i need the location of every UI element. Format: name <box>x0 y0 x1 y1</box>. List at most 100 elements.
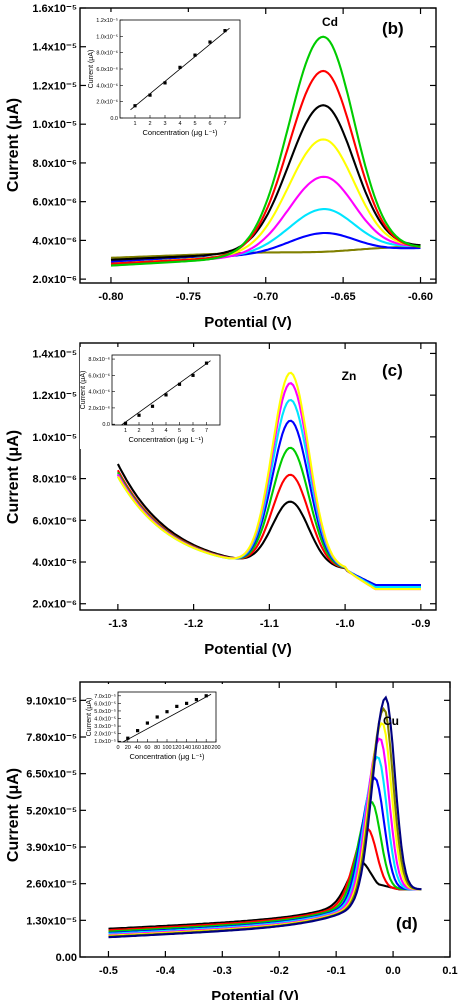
inset-x-tick-label: 6 <box>191 428 194 434</box>
inset-x-tick-label: 2 <box>137 428 140 434</box>
y-tick-label: 0.00 <box>56 952 77 964</box>
curves <box>108 695 422 939</box>
inset-data-point <box>136 729 140 733</box>
inset-y-tick-label: 8.0x10⁻⁶ <box>96 50 118 57</box>
series-curve-1 <box>108 861 422 930</box>
y-tick-label: 3.90x10⁻⁵ <box>26 842 77 854</box>
inset-data-point <box>185 701 189 705</box>
y-axis-label: Current (μA) <box>5 98 22 192</box>
inset-y-tick-label: 8.0x10⁻⁶ <box>88 356 110 363</box>
element-label: Cu <box>383 714 399 728</box>
inset-x-tick-label: 100 <box>162 745 171 751</box>
panel-b: -0.80 -0.75 -0.70 -0.65 -0.60 2.0x10⁻⁶ 4.0x10⁻… <box>5 3 437 331</box>
y-tick-label: 8.0x10⁻⁶ <box>32 158 77 170</box>
inset-y-tick-label: 1.0x10⁻⁵ <box>96 33 118 40</box>
y-tick-label: 1.6x10⁻⁵ <box>32 3 77 15</box>
inset-background <box>88 12 248 142</box>
x-tick-label: -1.1 <box>260 618 279 630</box>
calibration-inset: 1 2 3 4 5 6 7 0.0 2.0x10⁻⁶ 4.0x10⁻⁶ 6.0x10⁻⁶ 8.0x10… <box>80 347 228 449</box>
x-axis-label: Potential (V) <box>204 641 292 658</box>
inset-data-point <box>155 715 159 719</box>
inset-x-tick-label: 120 <box>172 745 181 751</box>
inset-x-tick-label: 160 <box>192 745 201 751</box>
inset-y-tick-label: 0.0 <box>102 422 110 428</box>
inset-x-tick-label: 200 <box>211 745 220 751</box>
plot-frame <box>79 342 437 611</box>
inset-data-point <box>175 704 179 708</box>
plot-frame <box>79 681 451 958</box>
y-tick-label: 4.0x10⁻⁶ <box>32 235 77 247</box>
inset-x-tick-label: 5 <box>178 428 181 434</box>
inset-data-point <box>145 721 149 725</box>
inset-data-point <box>191 373 195 377</box>
y-tick-label: 5.20x10⁻⁵ <box>26 805 77 817</box>
inset-data-point <box>150 404 155 408</box>
inset-data-point <box>204 361 209 365</box>
x-axis-label: Potential (V) <box>204 314 292 331</box>
y-tick-label: 4.0x10⁻⁶ <box>32 557 77 569</box>
inset-x-tick-label: 0 <box>116 745 119 751</box>
x-tick-label: -0.4 <box>156 965 176 977</box>
series-curve-7 <box>110 69 421 265</box>
calibration-inset: 0 20 40 60 80 100 120 140 160 180 200 1.0x10⁻⁵2.0x1… <box>86 684 224 766</box>
inset-data-point <box>148 93 152 97</box>
inset-x-tick-label: 2 <box>148 121 151 127</box>
inset-x-tick-label: 4 <box>178 121 181 127</box>
x-tick-label: -0.2 <box>270 965 289 977</box>
inset-y-tick-label: 4.0x10⁻⁶ <box>88 389 110 396</box>
y-tick-label: 1.2x10⁻⁵ <box>32 390 77 402</box>
y-tick-label: 8.0x10⁻⁶ <box>32 474 77 486</box>
inset-x-tick-label: 3 <box>151 428 154 434</box>
y-tick-label: 7.80x10⁻⁵ <box>26 732 77 744</box>
y-tick-label: 6.0x10⁻⁶ <box>32 515 77 527</box>
inset-y-tick-label: 1.0x10⁻⁵ <box>94 738 116 745</box>
inset-y-tick-label: 2.0x10⁻⁵ <box>94 731 116 738</box>
series-curve-1 <box>110 245 421 259</box>
inset-data-point <box>133 104 137 108</box>
x-tick-label: -0.60 <box>408 291 433 303</box>
inset-fit-line <box>121 360 211 426</box>
x-tick-label: -0.9 <box>411 618 430 630</box>
inset-x-tick-label: 7 <box>223 121 226 127</box>
inset-x-label: Concentration (μg L⁻¹) <box>129 435 204 444</box>
inset-y-tick-label: 1.2x10⁻⁵ <box>96 17 118 24</box>
inset-data-point <box>178 65 182 69</box>
series-curve-2 <box>110 231 421 263</box>
inset-x-tick-label: 4 <box>164 428 167 434</box>
series-curve-9 <box>108 695 422 939</box>
inset-x-tick-label: 140 <box>182 745 191 751</box>
curves <box>110 35 421 267</box>
series-curve-6 <box>110 104 421 261</box>
element-label: Zn <box>342 369 357 383</box>
inset-y-label: Current (μA) <box>86 698 93 737</box>
inset-y-tick-label: 6.0x10⁻⁶ <box>96 66 118 73</box>
plot-frame <box>79 7 437 284</box>
inset-fit-line <box>122 693 212 743</box>
y-tick-label: 2.0x10⁻⁶ <box>32 274 77 286</box>
inset-x-tick-label: 80 <box>154 745 160 751</box>
inset-fit-line <box>130 27 230 111</box>
element-label: Cd <box>322 15 338 29</box>
inset-y-tick-label: 4.0x10⁻⁶ <box>96 82 118 89</box>
panel-label: (c) <box>382 361 403 380</box>
x-tick-label: -0.3 <box>213 965 232 977</box>
inset-x-tick-label: 20 <box>125 745 131 751</box>
y-tick-label: 1.4x10⁻⁵ <box>32 42 77 54</box>
inset-y-tick-label: 5.0x10⁻⁵ <box>94 708 116 715</box>
x-tick-label: -1.2 <box>184 618 203 630</box>
inset-y-label: Current (μA) <box>80 371 87 410</box>
inset-data-point <box>208 40 212 44</box>
inset-data-point <box>137 413 141 417</box>
inset-y-label: Current (μA) <box>88 50 95 89</box>
inset-y-tick-label: 4.0x10⁻⁵ <box>94 716 116 723</box>
inset-data-point <box>123 421 128 425</box>
inset-x-tick-label: 6 <box>208 121 211 127</box>
inset-x-tick-label: 180 <box>202 745 211 751</box>
y-tick-label: 6.50x10⁻⁵ <box>26 769 77 781</box>
x-axis-label: Potential (V) <box>211 988 299 1000</box>
y-tick-label: 6.0x10⁻⁶ <box>32 197 77 209</box>
x-tick-label: -1.3 <box>108 618 127 630</box>
series-curve-4 <box>108 776 422 935</box>
y-tick-label: 2.0x10⁻⁶ <box>32 599 77 611</box>
